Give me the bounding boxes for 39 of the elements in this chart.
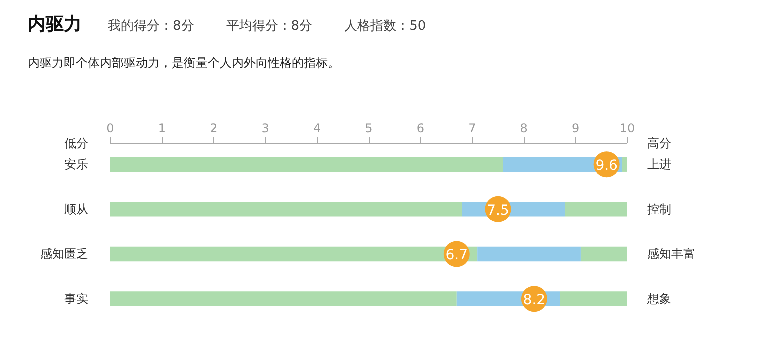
data-label: 7.5 xyxy=(487,202,510,219)
x-tick-label: 9 xyxy=(572,122,580,136)
text: 我的得分：8分 xyxy=(108,19,194,34)
text: 想象 xyxy=(646,292,672,306)
x-tick-label: 7 xyxy=(468,122,476,136)
x-tick-label: 0 xyxy=(106,122,114,136)
x-tick-label: 2 xyxy=(210,122,218,136)
bar xyxy=(565,202,628,217)
chart-title: 内驱力 xyxy=(28,14,82,35)
bar xyxy=(110,202,462,217)
bar xyxy=(110,246,478,262)
y-tick-label: 感知匮乏 xyxy=(40,247,88,262)
text: 上进 xyxy=(648,158,672,172)
bar xyxy=(110,157,504,172)
bar xyxy=(560,292,628,306)
bar xyxy=(580,246,628,262)
x-tick-label: 1 xyxy=(158,122,166,136)
y-tick-label: 事实 xyxy=(64,292,88,306)
x-tick-label: 3 xyxy=(262,122,270,136)
data-label: 9.6 xyxy=(596,158,618,174)
text: 低分 xyxy=(64,136,88,150)
data-label: 8.2 xyxy=(523,292,546,309)
x-tick-label: 6 xyxy=(416,122,425,136)
text: 高分 xyxy=(648,136,672,150)
bar xyxy=(110,292,457,306)
data-label: 6.7 xyxy=(446,248,468,264)
text: 平均得分：8分 xyxy=(226,19,313,34)
text: 控制 xyxy=(648,202,672,216)
x-tick-label: 4 xyxy=(313,122,322,136)
bar xyxy=(622,157,628,172)
x-tick-label: 5 xyxy=(365,122,373,136)
x-tick-label: 8 xyxy=(520,122,528,136)
x-tick-label: 10 xyxy=(620,122,636,136)
chart-subtitle: 内驱力即个体内部驱动力，是衡量个人内外向性格的指标。 xyxy=(27,55,341,72)
text: 感知丰富 xyxy=(648,247,696,262)
y-tick-label: 安乐 xyxy=(64,158,88,172)
text: 人格指数：50 xyxy=(344,19,426,34)
bar xyxy=(478,246,581,262)
y-tick-label: 顺从 xyxy=(64,202,88,216)
